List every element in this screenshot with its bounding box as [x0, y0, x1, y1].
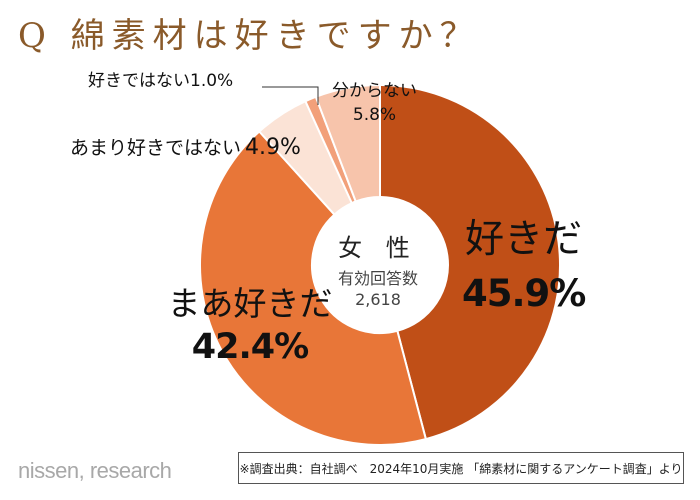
label-not-much-value: 4.9%	[245, 135, 301, 160]
slice-like	[379, 83, 561, 441]
leader-line-dislike	[262, 86, 319, 105]
label-somewhat-like: まあ好きだ 42.4%	[150, 285, 350, 367]
label-not-much: あまり好きではない 4.9%	[70, 135, 301, 160]
center-title: 女 性	[338, 234, 418, 262]
slice-somewhat-like	[199, 130, 428, 446]
source-note: ※調査出典：自社調べ 2024年10月実施 「綿素材に関するアンケート調査」より	[238, 452, 684, 484]
label-dont-know: 分からない 5.8%	[332, 81, 417, 125]
label-somewhat-like-value: 42.4%	[191, 326, 309, 367]
label-dislike: 好きではない1.0%	[88, 71, 234, 92]
label-dont-know-name: 分からない	[332, 81, 417, 101]
label-like-value: 45.9%	[462, 271, 586, 315]
brand-logo: nissen, research	[18, 458, 172, 483]
label-like: 好きだ 45.9%	[462, 217, 586, 315]
label-not-much-name: あまり好きではない	[70, 137, 242, 159]
label-dislike-value: 1.0%	[190, 71, 234, 91]
slice-dont-know	[314, 83, 381, 203]
label-somewhat-like-name: まあ好きだ	[167, 284, 333, 323]
label-dont-know-value: 5.8%	[352, 104, 397, 125]
label-dislike-name: 好きではない	[88, 71, 190, 91]
center-count: 2,618	[355, 290, 401, 309]
center-subtitle: 有効回答数	[337, 269, 418, 288]
chart-title: Q 綿素材は好きですか？	[18, 16, 481, 56]
label-like-name: 好きだ	[465, 217, 583, 262]
